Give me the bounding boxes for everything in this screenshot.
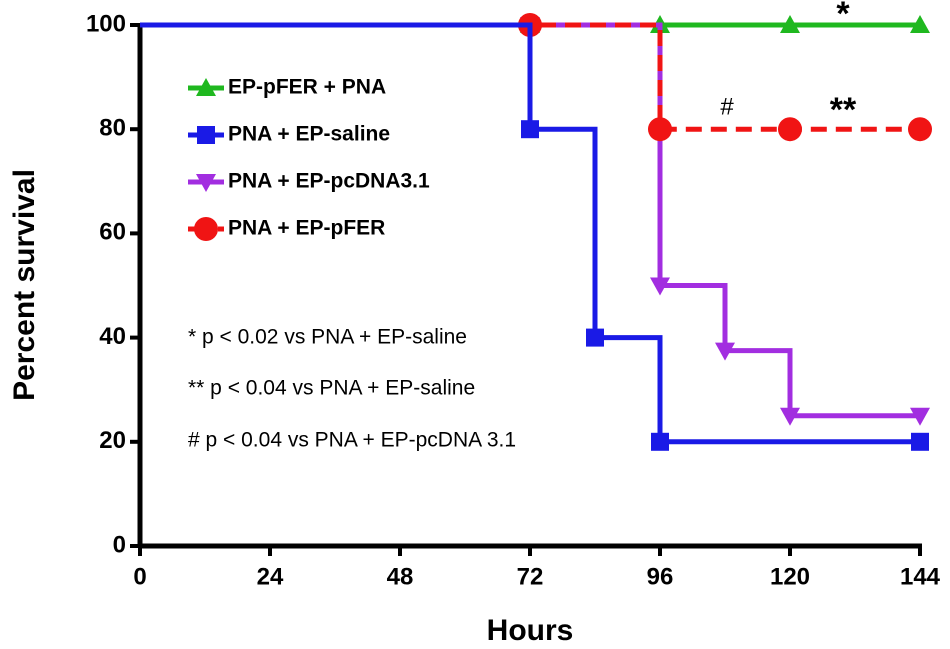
note: ** p < 0.04 vs PNA + EP-saline [188,377,475,400]
x-tick-label: 24 [257,563,284,590]
marker [586,328,604,347]
y-tick-label: 100 [86,10,126,37]
survival-line [140,22,920,445]
note: * p < 0.02 vs PNA + EP-saline [188,326,467,349]
marker [911,432,929,451]
marker [780,15,800,33]
marker [521,120,539,139]
legend-label: PNA + EP-pFER [228,217,385,240]
legend-label: PNA + EP-saline [228,123,390,146]
legend-label: EP-pFER + PNA [228,76,386,99]
x-tick-label: 96 [647,563,674,590]
x-tick-label: 144 [900,563,941,590]
marker [651,432,669,451]
y-tick-label: 60 [99,219,126,246]
marker [196,174,216,192]
y-axis-title: Percent survival [8,169,41,401]
marker [196,78,216,96]
y-tick-label: 20 [99,427,126,454]
x-tick-label: 120 [770,563,810,590]
note: # p < 0.04 vs PNA + EP-pcDNA 3.1 [188,429,516,452]
marker [910,407,930,426]
y-tick-label: 0 [113,531,126,558]
x-tick-label: 0 [133,563,146,590]
marker [194,217,218,241]
marker [778,117,802,142]
marker [650,277,670,296]
x-axis-title: Hours [487,614,574,647]
x-tick-label: 48 [387,563,414,590]
marker [780,407,800,426]
marker [908,117,932,142]
legend-label: PNA + EP-pcDNA3.1 [228,170,430,193]
annotation: * [836,0,850,33]
marker [197,126,215,144]
marker [910,15,930,33]
x-tick-label: 72 [517,563,544,590]
marker [715,342,735,361]
y-tick-label: 80 [99,115,126,142]
y-tick-label: 40 [99,323,126,350]
annotation: ** [830,91,857,129]
annotation: # [720,93,734,120]
marker [648,117,672,142]
